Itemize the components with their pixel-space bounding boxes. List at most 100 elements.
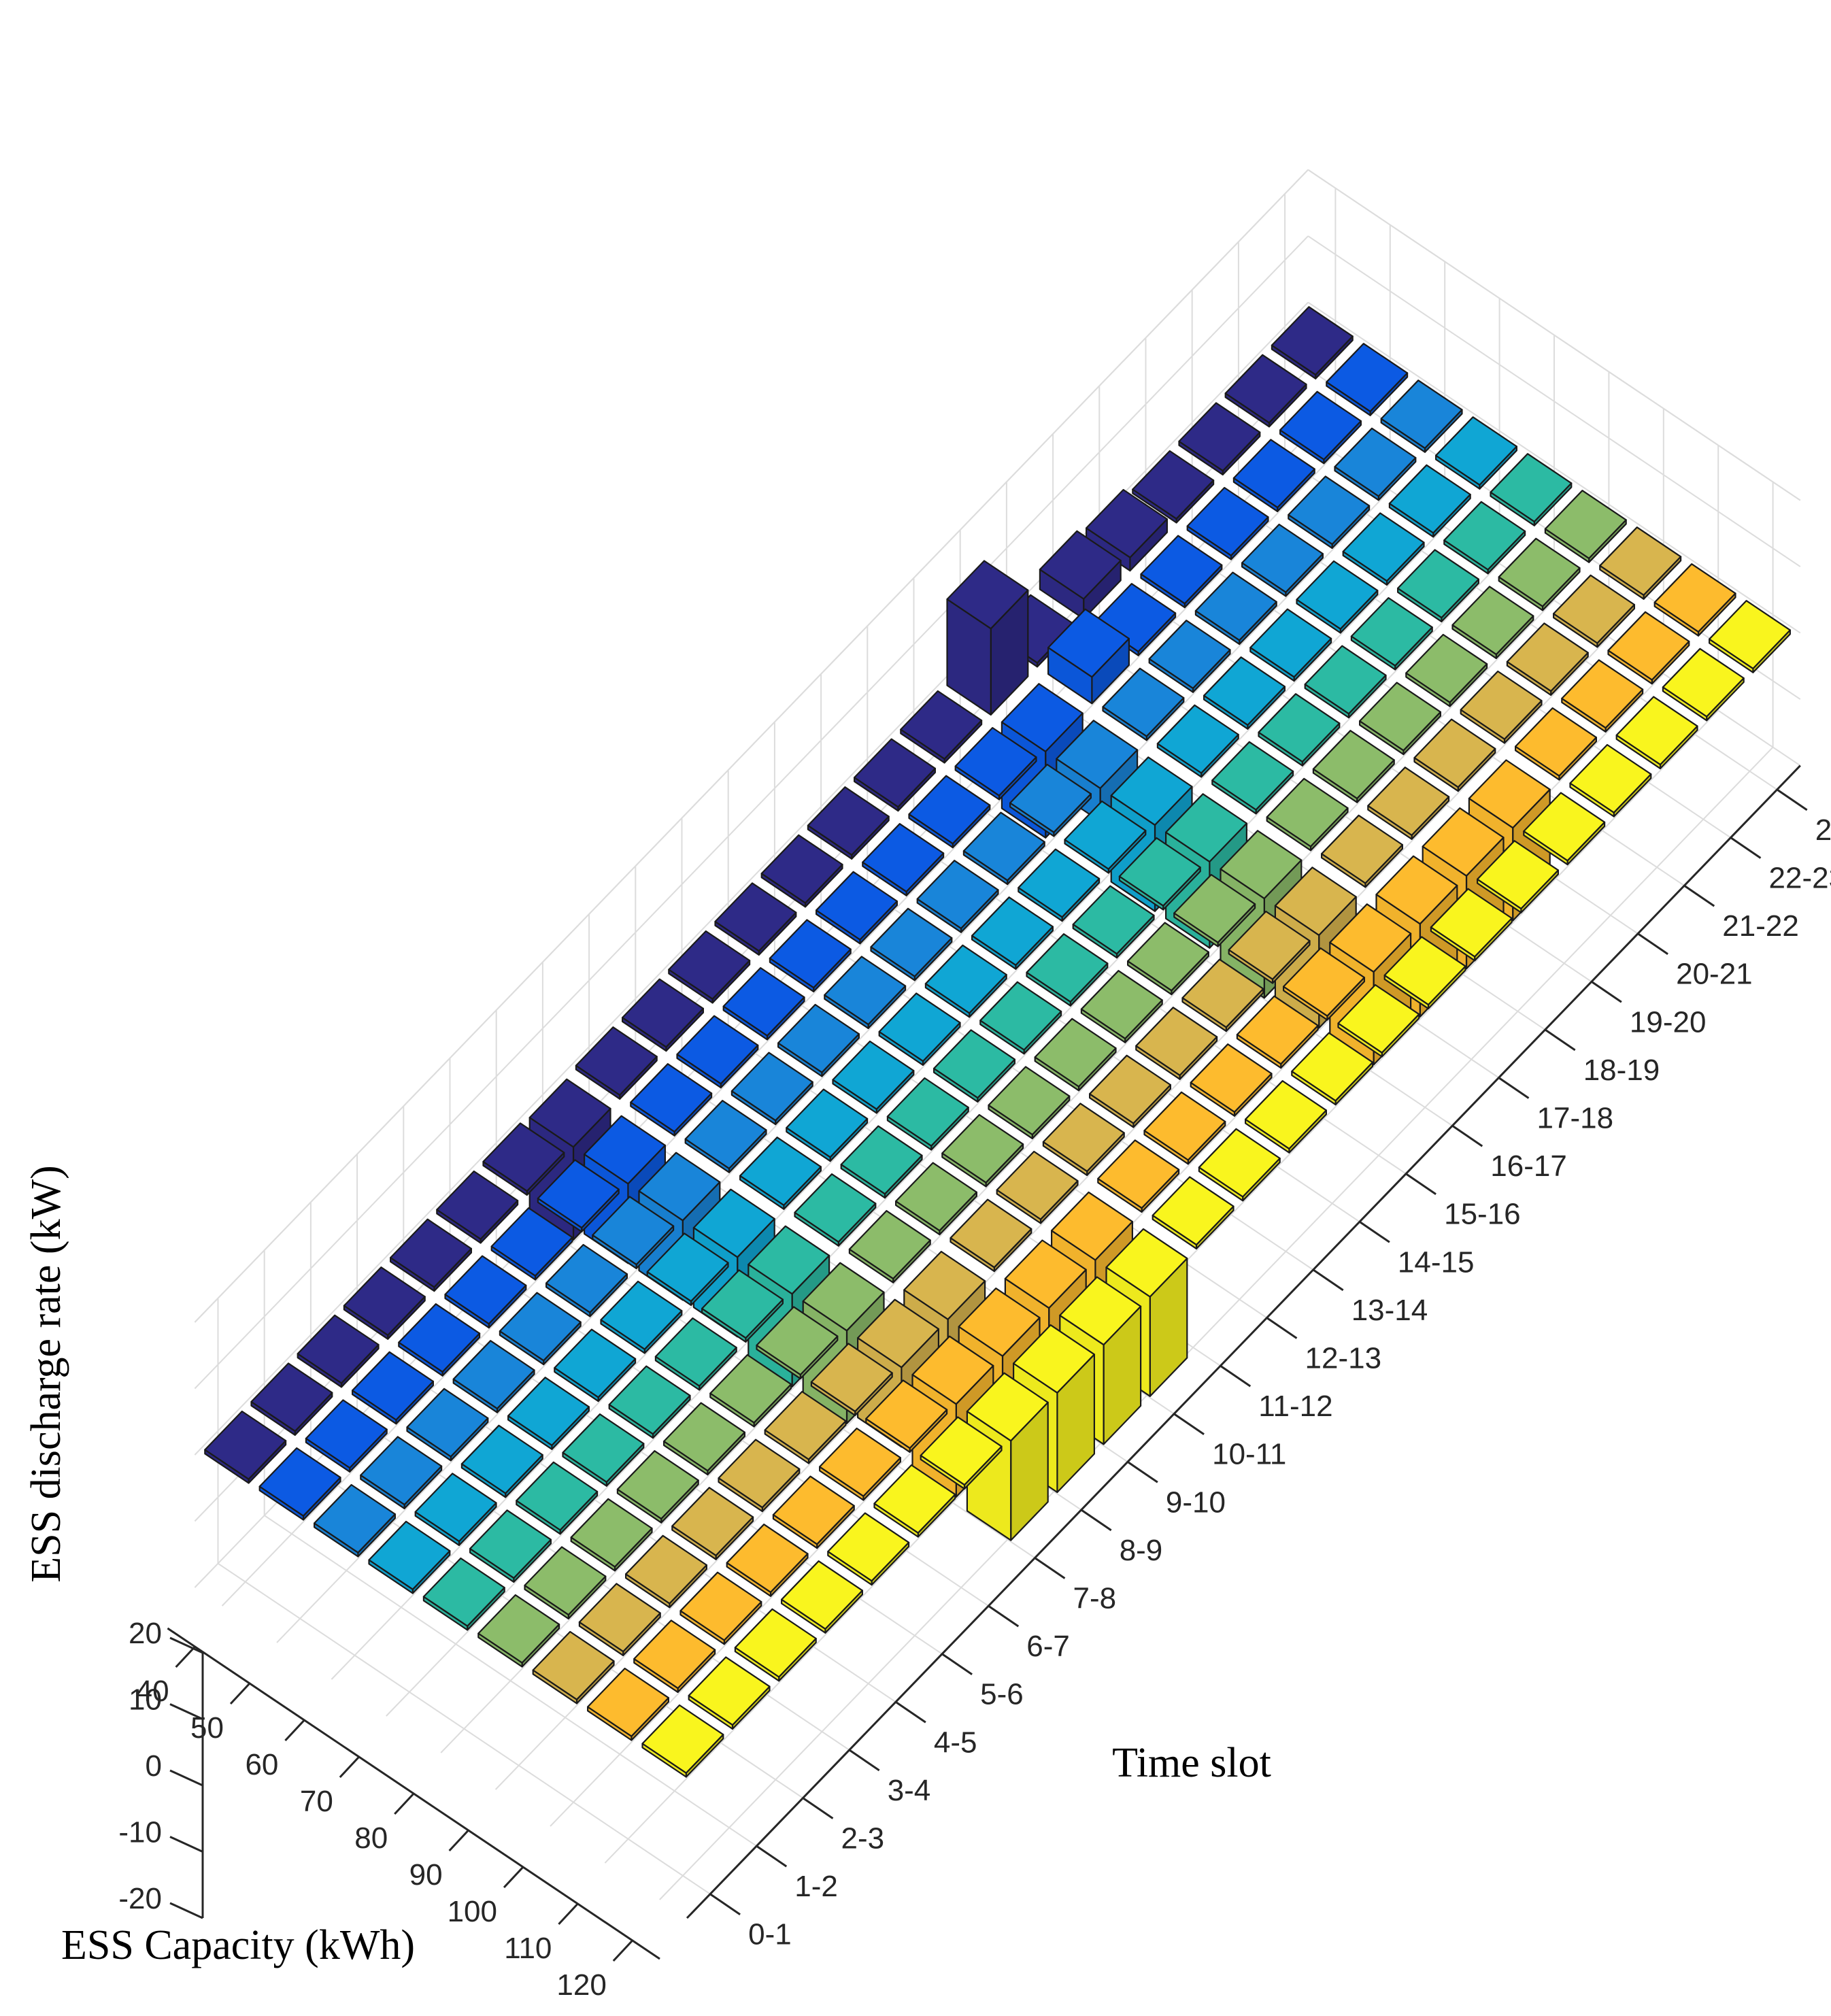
z-tick-mark [169, 1636, 203, 1654]
bar-top-face [1173, 873, 1256, 943]
bar-top-face [482, 1122, 565, 1192]
bar [962, 811, 1045, 886]
bar-top-face [747, 1225, 830, 1295]
bar-top-face [1413, 718, 1496, 788]
bar-top-face [1326, 343, 1409, 413]
capacity-tick-mark [284, 1719, 305, 1742]
bar-top-face [946, 560, 1029, 630]
bar [862, 823, 945, 896]
time-tick-mark [1730, 837, 1762, 859]
bar-top-face [1132, 450, 1215, 520]
bar-top-face [1118, 837, 1201, 907]
bar [684, 1100, 767, 1173]
bar-top-face [1186, 486, 1269, 556]
bar [886, 1077, 969, 1151]
bar-top-face [684, 1100, 767, 1170]
bar-top-face [668, 930, 751, 1000]
bar [1135, 1007, 1218, 1080]
time-tick-mark [802, 1797, 834, 1819]
z-tick-label: -10 [118, 1816, 162, 1849]
bar [1312, 730, 1395, 803]
bar-top-face [654, 1317, 737, 1387]
bar-top-face [1296, 560, 1379, 630]
bar [1553, 574, 1635, 648]
bar-top-face [436, 1170, 519, 1240]
bar [621, 978, 705, 1052]
bar-top-face [1105, 1228, 1188, 1298]
bar-top-face [1018, 848, 1101, 918]
bar [1181, 958, 1264, 1032]
bar-top-face [545, 1243, 628, 1313]
time-tick-mark [756, 1845, 788, 1868]
bar [815, 871, 898, 945]
bar [414, 1473, 497, 1546]
bar [1477, 840, 1559, 913]
bar [848, 1210, 931, 1283]
bar [1244, 1080, 1328, 1154]
bar [1211, 741, 1294, 815]
bar [1140, 535, 1223, 609]
bar-top-face [1064, 800, 1147, 870]
bar [1615, 696, 1698, 770]
time-tick-label: 22-23 [1769, 862, 1831, 895]
capacity-tick-mark [339, 1755, 360, 1779]
grid-line [194, 169, 1309, 1323]
x-axis-title: Time slot [1112, 1740, 1271, 1786]
bar [537, 1159, 620, 1233]
bar-top-face [996, 1150, 1079, 1220]
bar-top-face [630, 1063, 713, 1133]
bar [1342, 512, 1425, 586]
bar [920, 1416, 1003, 1490]
time-tick-mark [1683, 884, 1715, 907]
bar-top-face [1282, 947, 1366, 1017]
bar-top-face [204, 1410, 287, 1480]
bar-top-face [777, 1003, 860, 1073]
bar-top-face [1152, 1176, 1234, 1246]
time-axis-line [686, 765, 1801, 1919]
bar-top-face [1388, 464, 1471, 534]
bar [988, 1066, 1071, 1140]
time-tick-label: 10-11 [1212, 1438, 1286, 1471]
bar-top-face [638, 1152, 721, 1222]
bar [1430, 888, 1513, 962]
bar-top-face [570, 1498, 653, 1568]
bar [1132, 450, 1215, 524]
bar-top-face [608, 1365, 691, 1435]
bar-top-face [528, 1078, 611, 1148]
z-tick-label: 0 [146, 1749, 162, 1783]
bar-top-face [578, 1583, 661, 1653]
bar-top-face [1358, 682, 1441, 752]
bar [608, 1365, 691, 1439]
bar [1662, 648, 1745, 722]
bar [1232, 439, 1315, 513]
bar-top-face [1607, 611, 1690, 681]
bar-top-face [586, 1667, 670, 1737]
bar [832, 1040, 915, 1114]
bar-top-face [1468, 759, 1551, 829]
bar [389, 1218, 473, 1292]
bar-top-face [832, 1040, 915, 1110]
bar-top-face [769, 919, 852, 989]
bar-top-face [954, 726, 1037, 796]
bar-top-face [1506, 622, 1589, 692]
bar-top-face [414, 1473, 497, 1543]
bar [524, 1546, 607, 1619]
bar-top-face [756, 1306, 839, 1376]
bar [1561, 659, 1644, 733]
bar-top-face [1383, 936, 1466, 1006]
bar-top-face [444, 1255, 527, 1325]
bar [1148, 620, 1231, 693]
bar [586, 1667, 670, 1741]
capacity-tick-mark [503, 1866, 524, 1889]
bar [941, 1113, 1024, 1188]
bar-top-face [714, 882, 797, 952]
bar-top-face [1443, 501, 1526, 571]
bar-top-face [1228, 910, 1311, 980]
bar [516, 1461, 599, 1535]
bar-top-face [1662, 648, 1745, 718]
bar-top-face [351, 1351, 435, 1421]
bar-top-face [1430, 888, 1513, 958]
bar-top-face [1102, 667, 1185, 737]
bar-top-face [1375, 855, 1458, 925]
